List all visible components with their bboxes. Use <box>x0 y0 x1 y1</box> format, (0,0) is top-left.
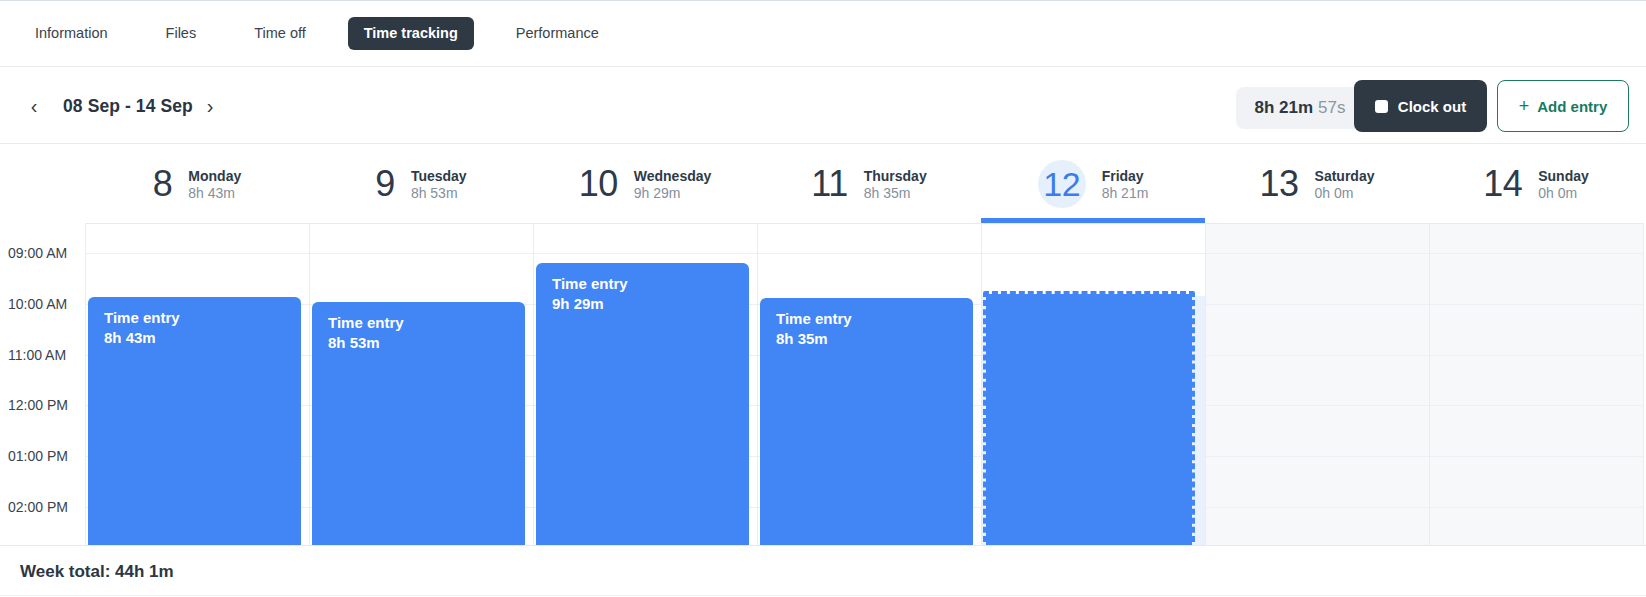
next-week-button[interactable]: › <box>198 68 222 144</box>
grid-line <box>1429 223 1430 545</box>
add-entry-label: Add entry <box>1537 98 1607 115</box>
day-name: Tuesday <box>411 168 467 184</box>
time-axis-label: 10:00 AM <box>8 294 84 314</box>
entry-title: Time entry <box>552 274 739 293</box>
time-entry-friday-running[interactable] <box>983 291 1195 545</box>
time-axis-label: 11:00 AM <box>8 345 84 365</box>
grid-line <box>1205 223 1206 545</box>
day-total: 9h 29m <box>634 185 712 201</box>
tab-time-off[interactable]: Time off <box>238 17 322 50</box>
tab-time-tracking[interactable]: Time tracking <box>348 17 474 50</box>
grid-line <box>1643 223 1644 545</box>
time-axis-label: 12:00 PM <box>8 395 84 415</box>
tab-files[interactable]: Files <box>150 17 213 50</box>
chevron-left-icon: ‹ <box>31 95 38 118</box>
entry-duration: 8h 53m <box>328 333 515 352</box>
sunday-column-bg <box>1429 223 1643 545</box>
grid-line <box>533 223 534 545</box>
time-entry-thursday[interactable]: Time entry 8h 35m <box>760 298 973 545</box>
day-total: 8h 43m <box>188 185 241 201</box>
day-header-monday[interactable]: 8 Monday 8h 43m <box>85 145 309 223</box>
stop-icon <box>1375 100 1388 113</box>
day-name: Monday <box>188 168 241 184</box>
clock-out-button[interactable]: Clock out <box>1354 80 1487 132</box>
plus-icon: + <box>1519 97 1530 115</box>
day-total: 8h 21m <box>1102 185 1149 201</box>
day-number: 14 <box>1483 163 1522 205</box>
week-range-label: 08 Sep - 14 Sep <box>63 68 193 144</box>
day-total: 8h 53m <box>411 185 467 201</box>
entry-title: Time entry <box>104 308 291 327</box>
entry-title: Time entry <box>776 309 963 328</box>
day-header-tuesday[interactable]: 9 Tuesday 8h 53m <box>309 145 533 223</box>
day-number: 12 <box>1043 165 1080 204</box>
week-total-label: Week total: 44h 1m <box>20 546 174 597</box>
grid-line <box>85 223 1643 224</box>
time-entry-monday[interactable]: Time entry 8h 43m <box>88 297 301 545</box>
day-header-thursday[interactable]: 11 Thursday 8h 35m <box>757 145 981 223</box>
clock-out-label: Clock out <box>1398 98 1466 115</box>
day-number: 10 <box>579 163 618 205</box>
entry-title: Time entry <box>328 313 515 332</box>
time-axis-label: 01:00 PM <box>8 446 84 466</box>
day-header-saturday[interactable]: 13 Saturday 0h 0m <box>1205 145 1429 223</box>
day-header-sunday[interactable]: 14 Sunday 0h 0m <box>1429 145 1643 223</box>
day-headers-row: 8 Monday 8h 43m 9 Tuesday 8h 53m 10 Wedn… <box>0 145 1646 223</box>
time-entry-wednesday[interactable]: Time entry 9h 29m <box>536 263 749 545</box>
timer-display: 8h 21m 57s <box>1236 87 1364 129</box>
entry-duration: 8h 43m <box>104 328 291 347</box>
timer-seconds: 57s <box>1318 98 1345 118</box>
week-nav-bar: ‹ 08 Sep - 14 Sep › 8h 21m 57s Clock out… <box>0 68 1646 144</box>
time-entry-tuesday[interactable]: Time entry 8h 53m <box>312 302 525 545</box>
tab-performance[interactable]: Performance <box>500 17 615 50</box>
day-name: Friday <box>1102 168 1149 184</box>
day-total: 0h 0m <box>1538 185 1589 201</box>
day-header-friday[interactable]: 12 Friday 8h 21m <box>981 145 1205 223</box>
day-total: 0h 0m <box>1315 185 1375 201</box>
entry-duration: 8h 35m <box>776 329 963 348</box>
day-total: 8h 35m <box>864 185 927 201</box>
grid-line <box>309 223 310 545</box>
time-axis-label: 09:00 AM <box>8 243 84 263</box>
day-name: Sunday <box>1538 168 1589 184</box>
selected-day-badge: 12 <box>1038 160 1086 208</box>
grid-line <box>757 223 758 545</box>
week-total-footer: Week total: 44h 1m <box>0 545 1646 597</box>
day-number: 11 <box>811 163 847 205</box>
grid-line <box>85 253 1643 254</box>
chevron-right-icon: › <box>207 95 214 118</box>
grid-line <box>85 223 86 545</box>
day-number: 9 <box>375 163 395 205</box>
add-entry-button[interactable]: + Add entry <box>1497 80 1629 132</box>
day-number: 8 <box>153 163 173 205</box>
timer-hours-minutes: 8h 21m <box>1254 98 1313 118</box>
saturday-column-bg <box>1205 223 1429 545</box>
day-name: Thursday <box>864 168 927 184</box>
prev-week-button[interactable]: ‹ <box>22 68 46 144</box>
calendar-grid: 09:00 AM 10:00 AM 11:00 AM 12:00 PM 01:0… <box>0 223 1646 545</box>
day-number: 13 <box>1260 163 1299 205</box>
time-tracking-page: Information Files Time off Time tracking… <box>0 0 1646 597</box>
day-name: Wednesday <box>634 168 712 184</box>
day-header-wednesday[interactable]: 10 Wednesday 9h 29m <box>533 145 757 223</box>
day-name: Saturday <box>1315 168 1375 184</box>
tab-information[interactable]: Information <box>19 17 124 50</box>
time-axis-label: 02:00 PM <box>8 497 84 517</box>
grid-line <box>981 223 982 545</box>
entry-duration: 9h 29m <box>552 294 739 313</box>
tab-bar: Information Files Time off Time tracking… <box>0 0 1646 67</box>
bottom-divider <box>0 595 1646 596</box>
